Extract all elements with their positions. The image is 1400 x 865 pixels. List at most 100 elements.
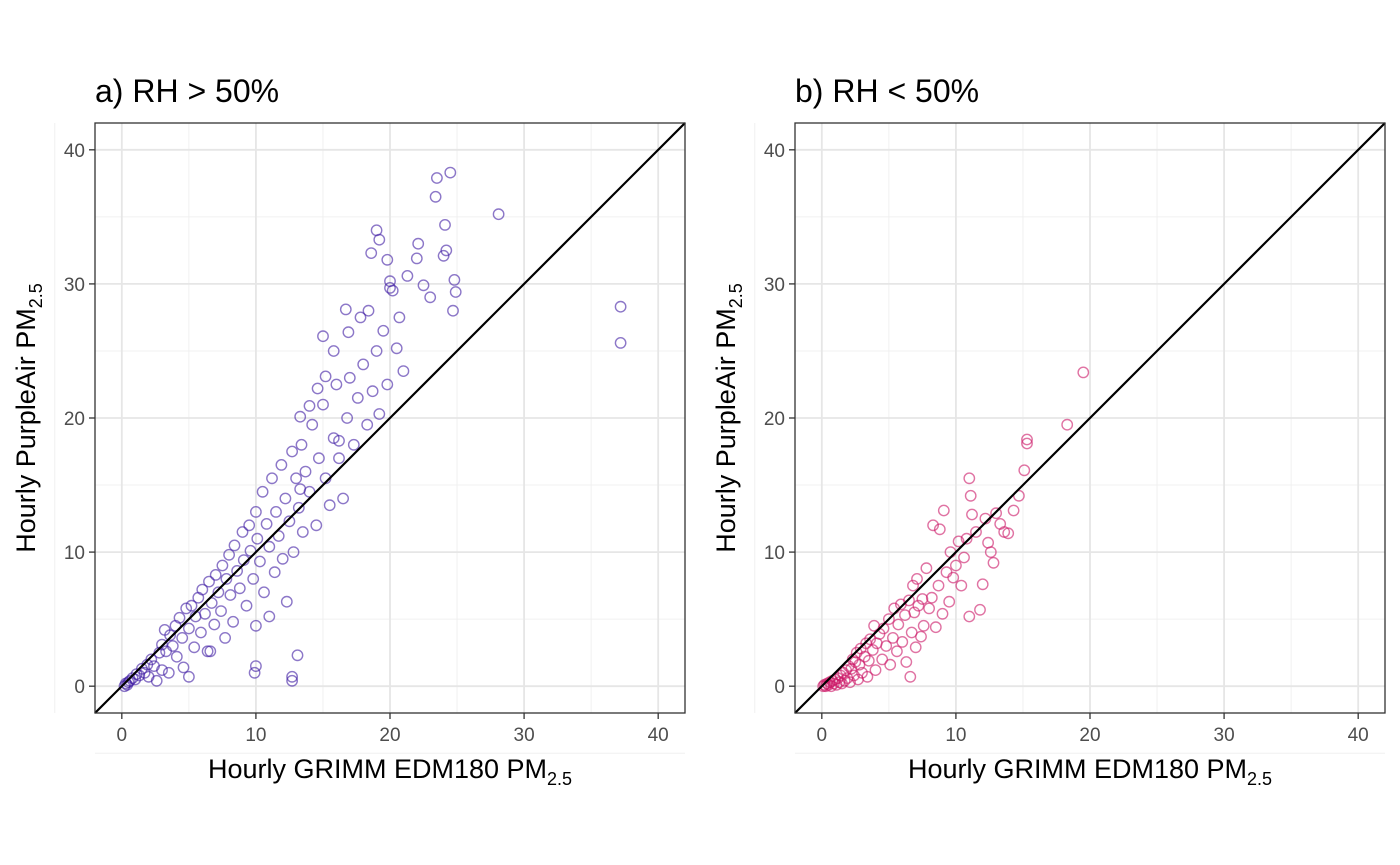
panel-a-data-point — [145, 653, 158, 666]
panel-a-data-point — [377, 324, 390, 337]
panel-a-data-point — [162, 666, 175, 679]
panel-b-data-point — [927, 519, 939, 532]
panel-b-identity-line — [794, 122, 1386, 714]
panel-b-data-point — [903, 594, 915, 607]
panel-b-data-point — [880, 640, 893, 652]
panel-a-data-point — [290, 472, 302, 485]
panel-a-y-tick-label: 30 — [64, 275, 85, 296]
panel-a-x-axis-title-sub: 2.5 — [547, 769, 572, 789]
panel-b-data-point — [861, 670, 874, 683]
panel-a-data-point — [333, 434, 345, 447]
panel-a-data-point — [166, 640, 179, 652]
panel-a-data-point — [370, 345, 383, 357]
panel-b-data-point — [923, 602, 935, 615]
panel-b-x-axis-title-sub: 2.5 — [1247, 769, 1272, 789]
panel-a-data-point — [283, 515, 296, 528]
panel-a: a) RH > 50% 0 10 20 30 40 0 10 20 30 40 Hourly G… — [11, 73, 686, 789]
panel-a-data-point — [339, 303, 352, 316]
panel-b-data-point — [955, 579, 968, 592]
panel-a-x-tick-label: 10 — [245, 725, 266, 746]
panel-b-data-point — [963, 472, 976, 485]
panel-a-data-point — [233, 582, 246, 595]
panel-b-data-point — [943, 595, 956, 608]
panel-b-data-point — [952, 535, 965, 548]
panel-a-data-point — [312, 452, 325, 465]
panel-a-data-point — [268, 566, 281, 579]
panel-a-data-point — [263, 610, 276, 623]
panel-a-data-point — [323, 499, 336, 512]
panel-a-data-point — [286, 670, 298, 683]
panel-b-data-point — [936, 607, 949, 620]
panel-a-data-point — [266, 472, 278, 485]
panel-a-data-point — [182, 670, 195, 683]
panel-a-y-tick-label: 0 — [74, 677, 85, 698]
panel-b-x-tick-label: 10 — [945, 725, 966, 746]
panel-a-data-point — [381, 378, 394, 391]
panel-a-data-point — [310, 519, 323, 532]
panel-b-data-point — [974, 603, 986, 616]
panel-a-data-point — [357, 358, 370, 371]
panel-b-data-point — [916, 593, 929, 605]
panel-b-data-point — [866, 644, 879, 656]
panel-a-data-point — [410, 252, 423, 265]
panel-b-data-point — [929, 621, 942, 634]
panel-a-data-point — [286, 445, 298, 458]
panel-b-x-tick-label: 40 — [1348, 725, 1369, 746]
panel-a-data-point — [373, 233, 386, 246]
panel-b-data-point — [900, 656, 913, 668]
panel-b-y-tick-label: 10 — [764, 543, 785, 564]
panel-a-data-point — [170, 650, 183, 663]
panel-a-data-point — [253, 555, 266, 568]
panel-a-data-point — [176, 632, 189, 644]
panel-a-data-point — [330, 378, 343, 391]
panel-b-data-point — [937, 504, 950, 517]
panel-a-x-tick-label: 20 — [379, 725, 400, 746]
panel-a-x-axis-title-main: Hourly GRIMM EDM180 PM — [208, 754, 547, 784]
panel-b-data-point — [1018, 464, 1031, 477]
panel-a-data-point — [276, 552, 289, 565]
panel-a-data-point — [311, 382, 324, 395]
panel-b-data-point — [932, 579, 945, 592]
panel-a-data-point — [390, 342, 403, 355]
panel-a-data-point — [248, 666, 261, 679]
panel-b-data-point — [976, 578, 989, 591]
panel-b-y-tick-label: 20 — [764, 409, 785, 430]
panel-a-data-point — [303, 399, 316, 412]
panel-a-data-point — [209, 569, 222, 581]
panel-b-data-point — [933, 523, 946, 536]
panel-a-data-point — [440, 244, 453, 257]
panel-a-data-point — [220, 573, 233, 585]
panel-b-data-point — [892, 618, 905, 631]
panel-a-data-point — [279, 492, 292, 505]
panel-a-data-point — [123, 674, 136, 687]
panel-a-title: a) RH > 50% — [95, 73, 279, 109]
panel-b-data-point — [907, 579, 919, 592]
panel-b-data-point — [884, 658, 897, 671]
panel-a-data-point — [424, 291, 437, 304]
panel-b-data-point — [891, 645, 903, 658]
panel-b-data-point — [950, 559, 962, 572]
panel-b-data-point — [987, 556, 1000, 569]
panel-a-data-point — [260, 518, 273, 530]
panel-b-data-point — [920, 562, 933, 575]
panel-b-data-point — [990, 507, 1002, 520]
panel-a-data-point — [247, 573, 260, 585]
panel-a-data-point — [215, 605, 227, 617]
panel-b-data-point — [844, 676, 856, 689]
panel-b-data-point — [984, 546, 997, 558]
panel-a-data-point — [299, 465, 312, 478]
panel-a-points — [118, 166, 627, 693]
panel-a-data-point — [319, 370, 332, 383]
panel-a-data-point — [280, 595, 293, 608]
panel-b-grid — [754, 123, 1385, 754]
panel-b-data-point — [909, 641, 922, 654]
panel-a-data-point — [447, 304, 459, 317]
panel-a-data-point — [177, 661, 190, 674]
panel-b-data-point — [1061, 418, 1074, 431]
panel-a-data-point — [249, 619, 262, 632]
panel-b-data-point — [904, 670, 917, 683]
panel-b-data-point — [848, 669, 860, 682]
panel-a-data-point — [333, 452, 345, 465]
panel-a-data-point — [122, 676, 135, 689]
panel-b-x-tick-label: 0 — [817, 725, 828, 746]
